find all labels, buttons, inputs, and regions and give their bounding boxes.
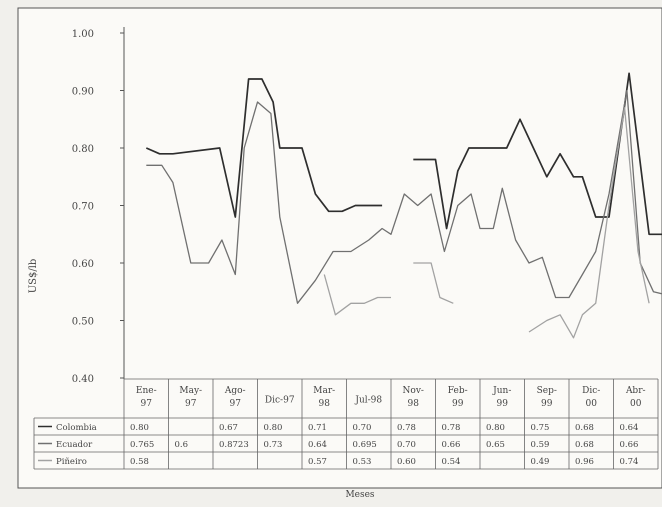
series-layer <box>145 72 662 339</box>
table-cell: 0.70 <box>353 423 372 433</box>
table-cell: 0.78 <box>397 423 416 433</box>
x-tick-label: Jun- <box>492 386 511 396</box>
x-tick-label: Feb- <box>448 386 468 396</box>
chart-frame <box>17 7 662 489</box>
table-cell: 0.6 <box>175 440 189 450</box>
table-cell: 0.64 <box>308 440 327 450</box>
y-axis-label: US$/lb <box>28 259 39 294</box>
x-tick-label: 97 <box>185 399 197 409</box>
x-tick-label: Abr- <box>625 386 646 396</box>
x-tick-label: 98 <box>408 399 420 409</box>
y-tick-label: 0.90 <box>72 87 94 98</box>
table-cell: 0.66 <box>442 440 461 450</box>
table-cell: 0.65 <box>486 440 505 450</box>
table-cell: 0.74 <box>620 457 639 467</box>
table-cell: 0.58 <box>130 457 149 467</box>
table-cell: 0.57 <box>308 457 327 467</box>
x-axis-label: Meses <box>345 490 374 500</box>
series-line-piñeiro <box>323 274 391 316</box>
series-line-ecuador <box>146 89 662 304</box>
x-tick-label: May- <box>179 386 202 396</box>
data-table: Ene- 97 May- 97 Ago- 97 Dic-97 Mar- 98 Jul-98 Nov-… <box>33 378 659 470</box>
table-cell: 0.59 <box>531 440 550 450</box>
table-cell: 0.8723 <box>219 440 249 450</box>
y-tick-label: 0.40 <box>72 374 94 385</box>
x-tick-label: Dic-97 <box>265 396 295 406</box>
x-tick-label: Mar- <box>313 386 335 396</box>
x-tick-label: 97 <box>141 399 153 409</box>
table-cell: 0.75 <box>531 423 550 433</box>
y-tick-label: 0.50 <box>72 317 94 328</box>
x-tick-label: 99 <box>452 399 464 409</box>
x-tick-label: Nov- <box>403 386 424 396</box>
y-tick-label: 1.00 <box>72 29 94 40</box>
x-tick-label: 00 <box>586 399 598 409</box>
table-cell: 0.64 <box>620 423 639 433</box>
table-cell: 0.80 <box>130 423 149 433</box>
x-tick-label: Ene- <box>136 386 157 396</box>
legend-label-colombia: Colombia <box>56 423 97 433</box>
y-tick-label: 0.70 <box>72 202 94 213</box>
table-cell: 0.68 <box>575 440 594 450</box>
x-tick-label: 00 <box>630 399 642 409</box>
table-cell: 0.78 <box>442 423 461 433</box>
x-tick-label: Sep- <box>537 386 557 396</box>
table-cell: 0.80 <box>486 423 505 433</box>
x-tick-label: 97 <box>230 399 242 409</box>
table-cell: 0.49 <box>531 457 550 467</box>
table-cell: 0.96 <box>575 457 594 467</box>
legend-label-piñeiro: Piñeiro <box>56 457 87 467</box>
table-cell: 0.54 <box>442 457 461 467</box>
table-cell: 0.765 <box>130 440 154 450</box>
series-line-piñeiro <box>413 262 454 304</box>
table-cell: 0.80 <box>264 423 283 433</box>
x-tick-label: 99 <box>541 399 553 409</box>
table-cell: 0.71 <box>308 423 327 433</box>
series-line-piñeiro <box>528 107 650 339</box>
x-tick-label: 98 <box>319 399 331 409</box>
table-cell: 0.67 <box>219 423 238 433</box>
y-axis: 1.00 0.90 0.80 0.70 0.60 0.50 0.40 <box>72 27 125 385</box>
table-cell: 0.60 <box>397 457 416 467</box>
series-line-colombia <box>145 78 383 218</box>
x-tick-label: 99 <box>497 399 509 409</box>
table-cell: 0.68 <box>575 423 594 433</box>
y-tick-label: 0.60 <box>72 259 94 270</box>
x-tick-label: Dic- <box>582 386 600 396</box>
legend-label-ecuador: Ecuador <box>56 440 93 450</box>
table-cell: 0.73 <box>264 440 283 450</box>
y-tick-label: 0.80 <box>72 144 94 155</box>
table-cell: 0.66 <box>620 440 639 450</box>
x-tick-label: Jul-98 <box>354 396 382 406</box>
table-cell: 0.53 <box>353 457 372 467</box>
table-cell: 0.70 <box>397 440 416 450</box>
x-tick-label: Ago- <box>224 386 246 396</box>
table-cell: 0.695 <box>353 440 377 450</box>
